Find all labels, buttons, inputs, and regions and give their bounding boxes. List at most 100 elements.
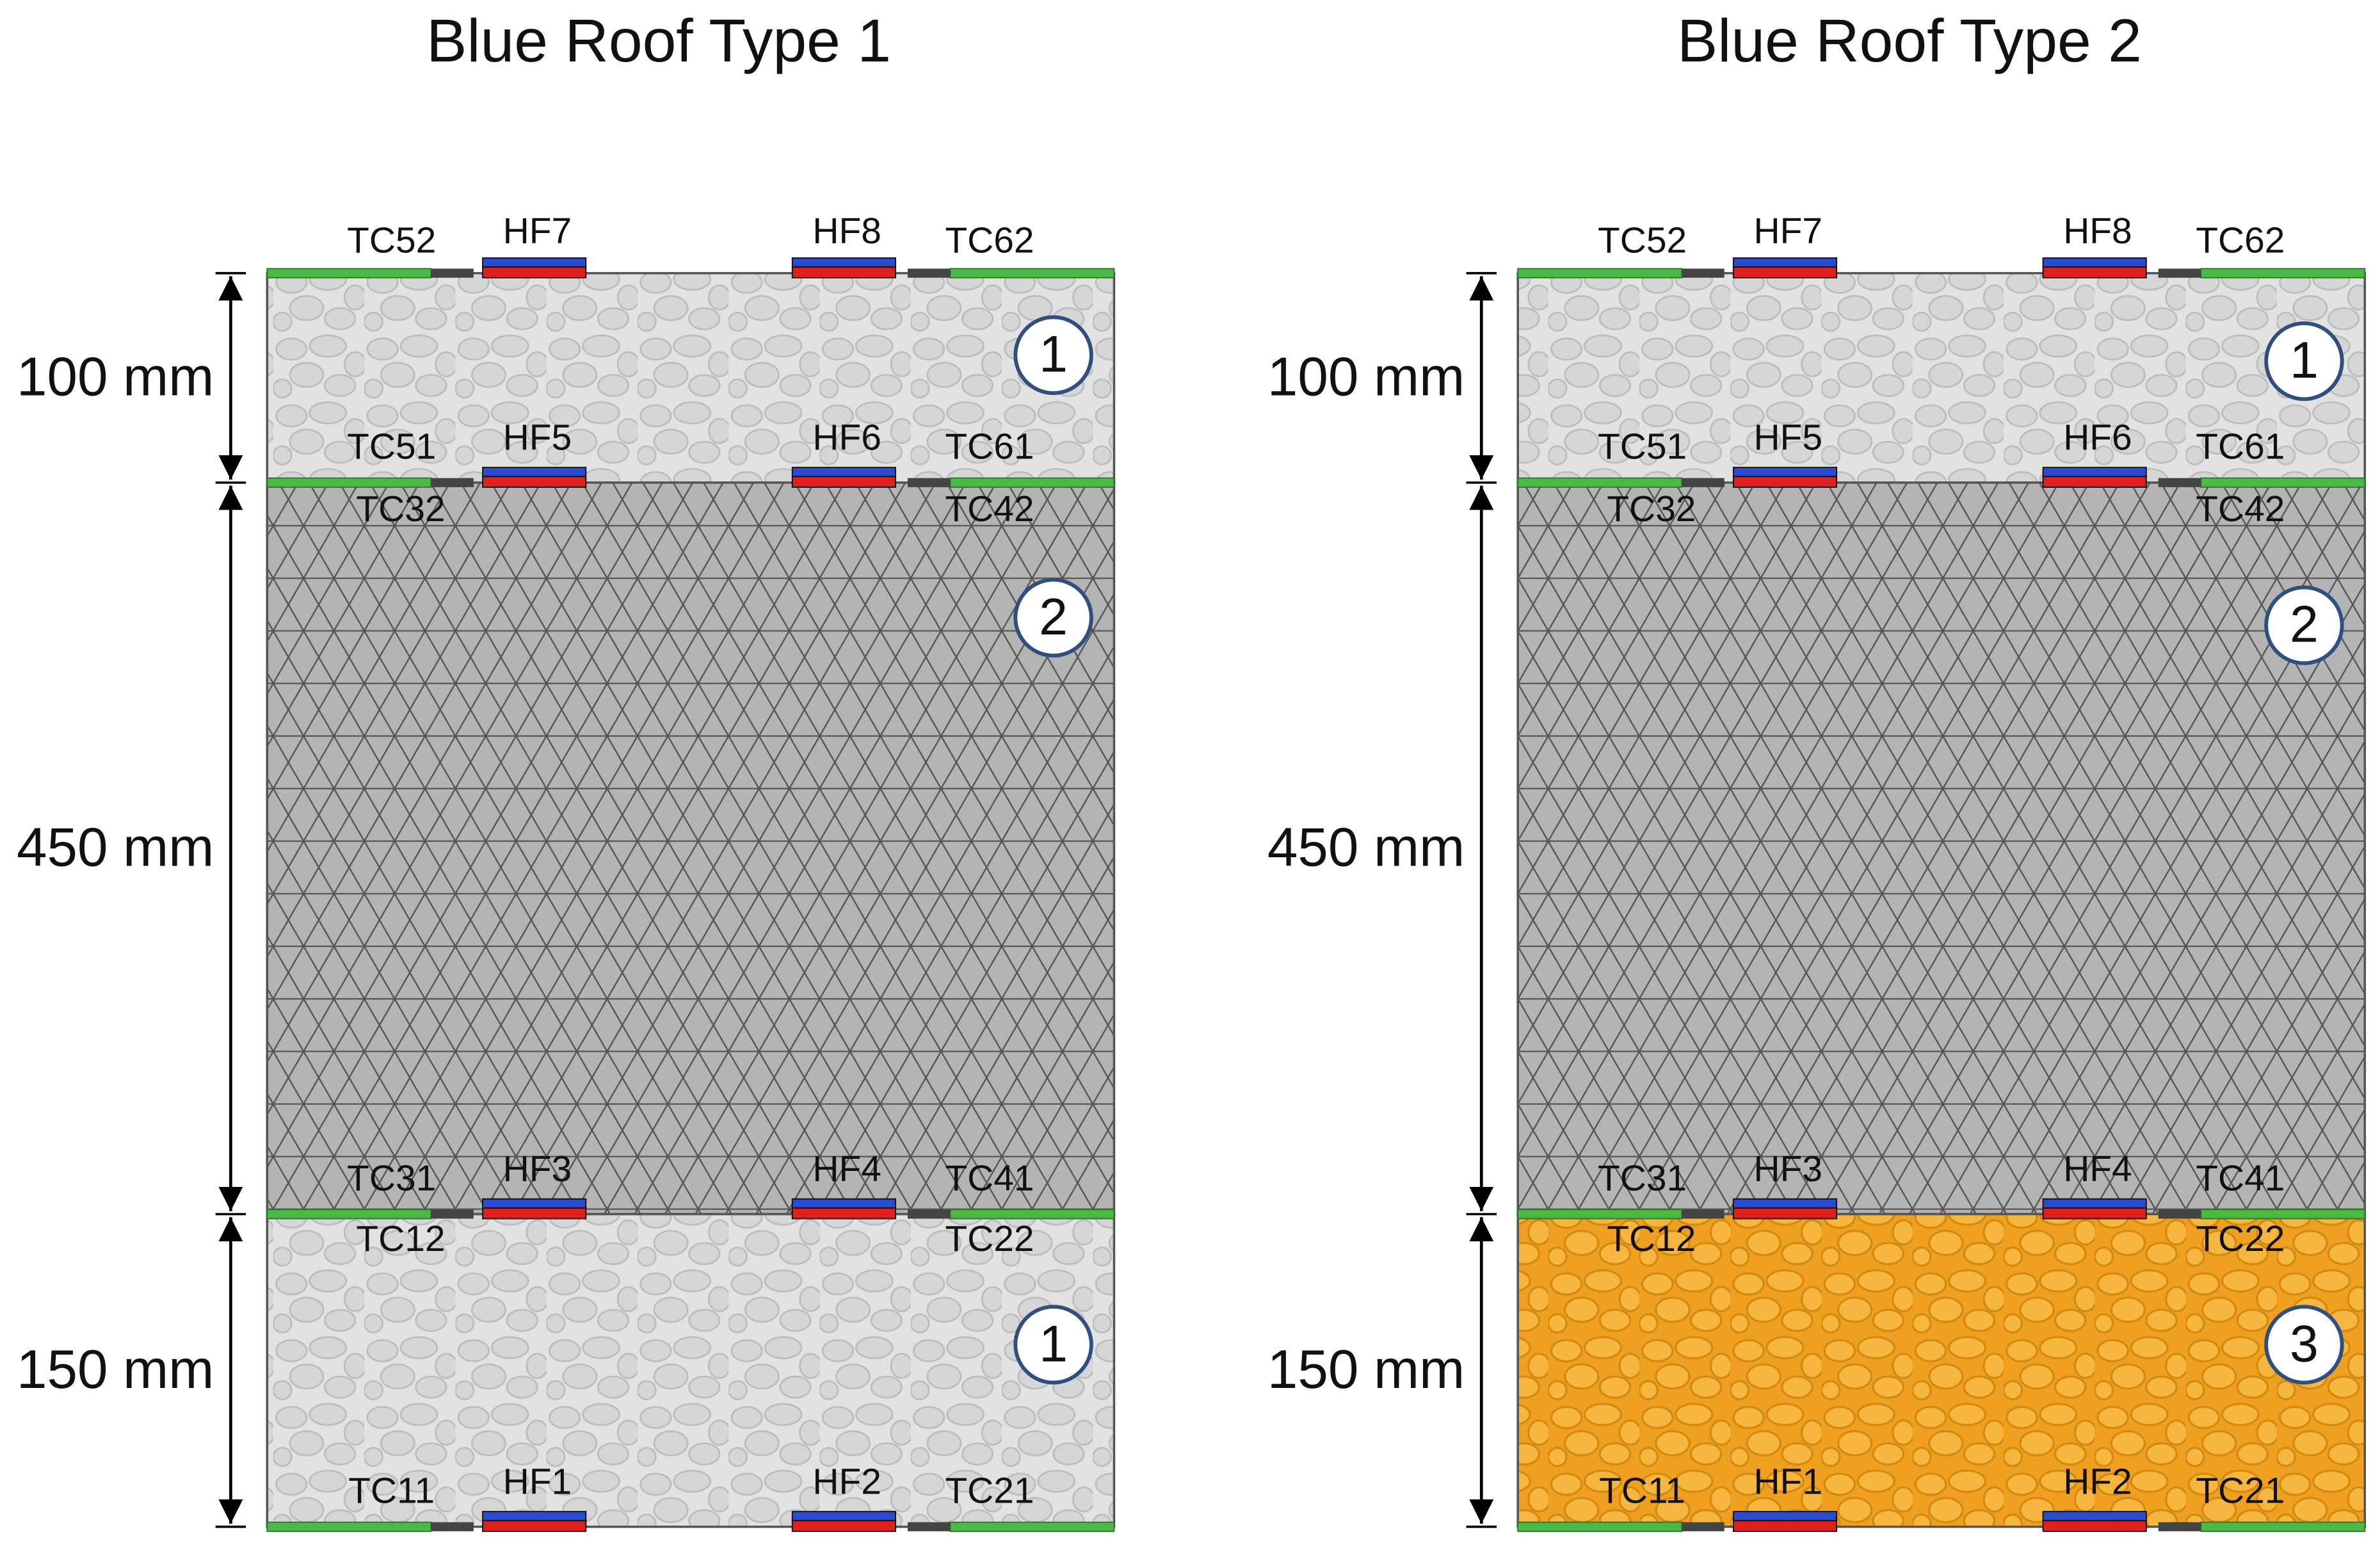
sensor-label: TC51 <box>1598 426 1687 467</box>
thermocouple <box>907 1522 951 1531</box>
layer-badge <box>2264 321 2344 401</box>
layer-badge-number: 2 <box>2290 596 2319 654</box>
heat-flux-sensor <box>2042 266 2147 278</box>
heat-flux-sensor <box>482 1520 587 1532</box>
panel-title: Blue Roof Type 1 <box>426 7 891 75</box>
sensor-label: HF8 <box>2063 211 2132 252</box>
thermocouple <box>1682 478 1725 487</box>
heat-flux-sensor <box>2042 257 2147 268</box>
heat-flux-sensor <box>1732 1520 1838 1532</box>
heat-flux-sensor <box>2042 1520 2147 1532</box>
heat-flux-sensor <box>1732 1198 1838 1209</box>
heat-flux-sensor <box>482 1511 587 1522</box>
thermocouple <box>431 478 474 487</box>
sensor-label: TC32 <box>1607 488 1696 529</box>
heat-flux-sensor <box>2042 476 2147 488</box>
layer-badge-number: 1 <box>2290 332 2319 389</box>
layer-badge <box>1013 577 1093 658</box>
panel-title: Blue Roof Type 2 <box>1677 7 2142 75</box>
sensor-label: TC52 <box>347 220 436 261</box>
layer-badge <box>1013 315 1093 395</box>
sensor-label: TC21 <box>2196 1471 2285 1512</box>
thermocouple <box>907 1209 951 1219</box>
membrane <box>949 477 1115 488</box>
sensor-label: HF7 <box>503 211 572 252</box>
sensor-label: HF5 <box>1753 417 1822 458</box>
sensor-label: HF3 <box>1753 1149 1822 1189</box>
layer-badge <box>2264 1305 2344 1385</box>
sensor-label: TC31 <box>347 1157 436 1198</box>
sensor-label: TC32 <box>356 488 445 529</box>
sensor-label: HF2 <box>812 1461 881 1502</box>
membrane <box>1517 1521 1683 1532</box>
membrane <box>1517 477 1683 488</box>
heat-flux-sensor <box>2042 1207 2147 1220</box>
heat-flux-sensor <box>1732 266 1838 278</box>
sensor-label: TC62 <box>945 220 1034 261</box>
thickness-label: 450 mm <box>1267 817 1465 878</box>
membrane <box>2200 268 2366 278</box>
heat-flux-sensor <box>482 257 587 268</box>
sensor-label: TC22 <box>2196 1218 2285 1259</box>
sensor-label: HF8 <box>812 211 881 252</box>
sensor-label: TC41 <box>945 1157 1034 1198</box>
thermocouple <box>2158 268 2201 278</box>
layer-badge <box>1013 1305 1093 1385</box>
heat-flux-sensor <box>482 266 587 278</box>
sensor-label: HF7 <box>1753 211 1822 252</box>
thermocouple <box>431 268 474 278</box>
sensor-label: TC21 <box>945 1471 1034 1512</box>
sensor-label: TC42 <box>2196 488 2285 529</box>
membrane <box>266 477 432 488</box>
heat-flux-sensor <box>791 476 896 488</box>
sensor-label: TC61 <box>945 426 1034 467</box>
thickness-label: 150 mm <box>1267 1339 1465 1400</box>
membrane <box>949 1209 1115 1220</box>
sensor-label: HF4 <box>812 1149 881 1189</box>
sensor-label: HF3 <box>503 1149 572 1189</box>
membrane <box>1517 1209 1683 1220</box>
thermocouple <box>431 1209 474 1219</box>
sensor-label: TC51 <box>347 426 436 467</box>
sensor-label: TC62 <box>2196 220 2285 261</box>
membrane <box>2200 1521 2366 1532</box>
membrane <box>949 268 1115 278</box>
membrane <box>949 1521 1115 1532</box>
heat-flux-sensor <box>1732 476 1838 488</box>
heat-flux-sensor <box>2042 1198 2147 1209</box>
sensor-label: HF6 <box>2063 417 2132 458</box>
layer-badge-number: 3 <box>2290 1315 2319 1373</box>
thermocouple <box>1682 1522 1725 1531</box>
heat-flux-sensor <box>1732 257 1838 268</box>
heat-flux-sensor <box>791 1520 896 1532</box>
layer <box>266 271 1116 484</box>
layer <box>266 1213 1116 1528</box>
thermocouple <box>2158 1522 2201 1531</box>
sensor-label: TC12 <box>1607 1218 1696 1259</box>
heat-flux-sensor <box>791 1207 896 1220</box>
layer-badge-number: 1 <box>1039 1315 1068 1373</box>
layer-badge-number: 2 <box>1039 588 1068 646</box>
thickness-label: 100 mm <box>17 347 214 408</box>
sensor-label: HF1 <box>503 1461 572 1502</box>
membrane <box>266 268 432 278</box>
layer <box>266 481 1116 1216</box>
sensor-label: HF5 <box>503 417 572 458</box>
sensor-label: TC11 <box>1599 1471 1685 1512</box>
membrane <box>2200 477 2366 488</box>
sensor-label: TC22 <box>945 1218 1034 1259</box>
thermocouple <box>907 268 951 278</box>
heat-flux-sensor <box>482 1198 587 1209</box>
panel: Blue Roof Type 1 100 mm 1 450 mm 2 150 mm 1 TC5… <box>17 7 1116 1532</box>
thermocouple <box>907 478 951 487</box>
heat-flux-sensor <box>482 1207 587 1220</box>
layer <box>1516 1213 2367 1528</box>
thickness-label: 100 mm <box>1267 347 1465 408</box>
thermocouple <box>2158 478 2201 487</box>
sensor-label: TC12 <box>356 1218 445 1259</box>
thermocouple <box>1682 1209 1725 1219</box>
layer-badge <box>2264 585 2344 665</box>
heat-flux-sensor <box>482 467 587 478</box>
heat-flux-sensor <box>1732 1207 1838 1220</box>
